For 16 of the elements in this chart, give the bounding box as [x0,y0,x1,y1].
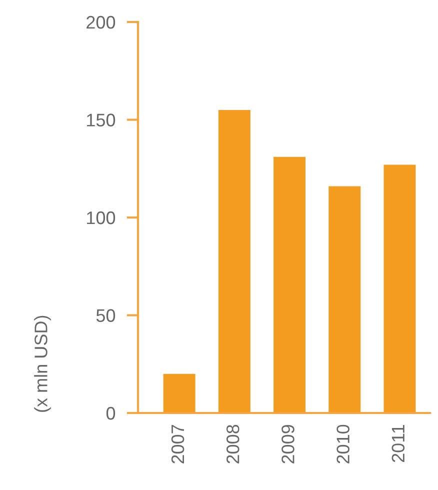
bar [328,186,361,413]
bar [384,164,416,413]
x-tick-label: 2010 [336,424,350,464]
y-tick-label: 0 [106,406,116,420]
y-tick-label: 100 [87,211,116,224]
bar [274,156,306,413]
x-tick-label: 2008 [226,424,240,464]
x-tick-label: 2009 [282,424,294,464]
bar [163,374,196,413]
x-tick-label: 2011 [392,424,405,462]
y-tick-label: 50 [96,309,116,322]
y-tick-label: 200 [86,16,116,29]
x-tick-label: 2007 [171,425,184,464]
y-axis-title: (x mln USD) [34,316,51,412]
bar [218,110,250,413]
y-tick-label: 150 [87,114,116,126]
